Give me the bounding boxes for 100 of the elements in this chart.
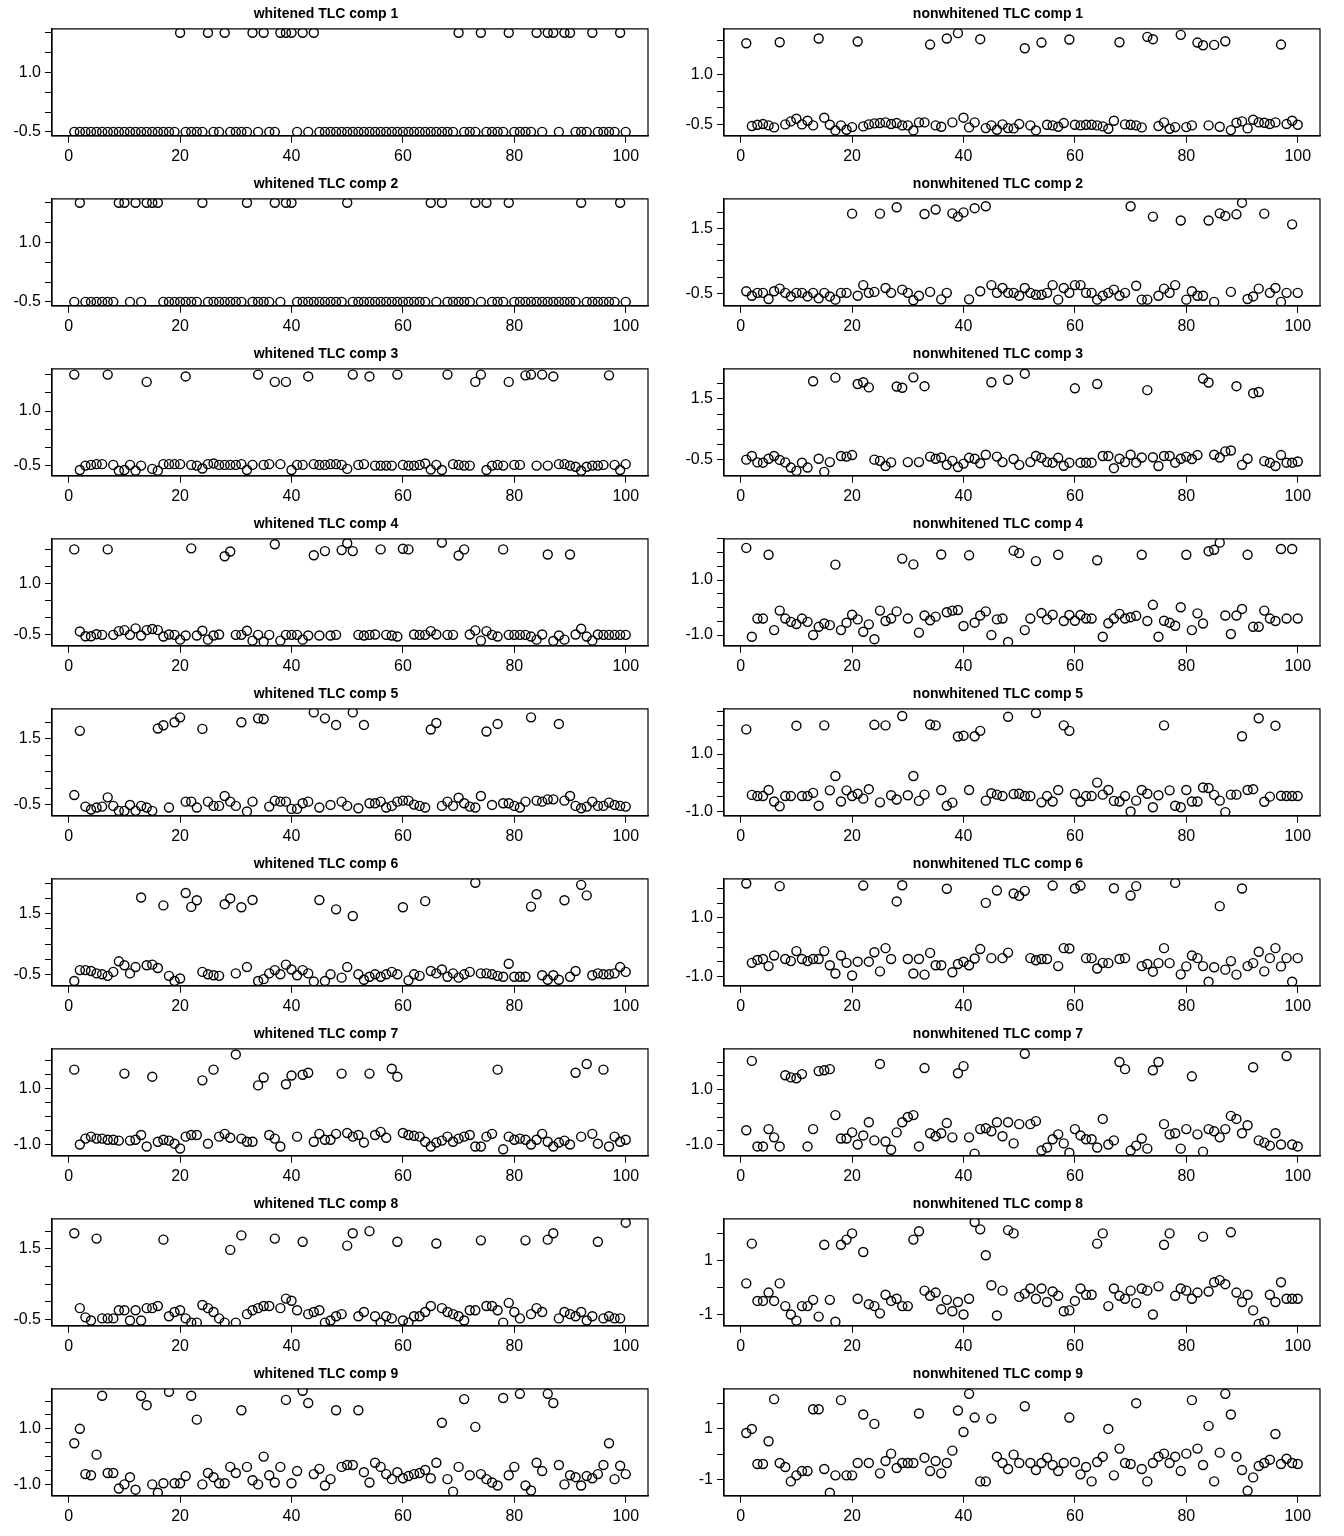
y-tick-label: 1 [704, 1250, 714, 1268]
x-tick-label: 60 [394, 656, 412, 674]
y-tick-label: 1.0 [690, 570, 714, 588]
y-tick-label: 1.0 [18, 401, 42, 419]
x-tick-label: 20 [843, 1506, 862, 1524]
y-tick-label: 1.5 [18, 904, 42, 922]
x-tick-label: 40 [954, 826, 973, 844]
x-tick-label: 60 [1066, 656, 1084, 674]
y-tick-label: -0.5 [685, 115, 714, 133]
y-tick-label: 1.5 [18, 1239, 42, 1257]
y-tick-label: 1.0 [18, 573, 42, 591]
y-tick-label: -1.0 [685, 967, 714, 985]
x-tick-label: 0 [736, 146, 746, 164]
y-tick-label: 1 [704, 1419, 714, 1437]
x-tick-label: 20 [171, 1336, 190, 1354]
x-tick-label: 20 [171, 146, 190, 164]
x-tick-label: 40 [954, 316, 973, 334]
y-tick-label: -0.5 [685, 450, 714, 468]
x-tick-label: 0 [64, 1166, 74, 1184]
x-tick-label: 100 [1284, 1166, 1312, 1184]
chart-title: whitened TLC comp 7 [252, 1025, 399, 1042]
x-tick-label: 80 [505, 1166, 524, 1184]
x-tick-label: 20 [171, 826, 190, 844]
x-tick-label: 100 [612, 1506, 640, 1524]
x-tick-label: 20 [843, 826, 862, 844]
chart-title: nonwhitened TLC comp 6 [912, 855, 1084, 872]
x-tick-label: 0 [736, 1166, 746, 1184]
x-tick-label: 0 [64, 1506, 74, 1524]
x-tick-label: 60 [394, 1506, 412, 1524]
chart-title: nonwhitened TLC comp 3 [912, 345, 1084, 362]
x-tick-label: 80 [1177, 316, 1196, 334]
x-tick-label: 0 [736, 486, 746, 504]
x-tick-label: 60 [1066, 316, 1084, 334]
x-tick-label: 20 [843, 656, 862, 674]
x-tick-label: 40 [282, 826, 301, 844]
chart-title: whitened TLC comp 6 [252, 855, 399, 872]
chart-title: nonwhitened TLC comp 9 [912, 1365, 1084, 1382]
chart-title: whitened TLC comp 3 [252, 345, 399, 362]
x-tick-label: 100 [612, 316, 640, 334]
chart-title: whitened TLC comp 8 [252, 1195, 399, 1212]
y-tick-label: -0.5 [13, 292, 42, 310]
x-tick-label: 80 [1177, 486, 1196, 504]
y-tick-label: -0.5 [13, 795, 42, 813]
x-tick-label: 40 [282, 486, 301, 504]
y-tick-label: -1.0 [685, 625, 714, 643]
x-tick-label: 40 [282, 996, 301, 1014]
chart-title: nonwhitened TLC comp 2 [912, 175, 1084, 192]
x-tick-label: 60 [1066, 1506, 1084, 1524]
y-tick-label: 1.0 [18, 62, 42, 80]
x-tick-label: 20 [171, 316, 190, 334]
x-tick-label: 0 [736, 996, 746, 1014]
x-tick-label: 100 [612, 996, 640, 1014]
x-tick-label: 80 [505, 146, 524, 164]
x-tick-label: 20 [843, 486, 862, 504]
x-tick-label: 40 [282, 1336, 301, 1354]
x-tick-label: 60 [394, 826, 412, 844]
x-tick-label: 80 [505, 1336, 524, 1354]
y-tick-label: 1.0 [690, 908, 714, 926]
x-tick-label: 60 [394, 1336, 412, 1354]
x-tick-label: 0 [736, 1336, 746, 1354]
x-tick-label: 0 [64, 656, 74, 674]
x-tick-label: 80 [1177, 1166, 1196, 1184]
x-tick-label: 60 [1066, 826, 1084, 844]
y-tick-label: 1.0 [18, 232, 42, 250]
x-tick-label: 60 [1066, 486, 1084, 504]
x-tick-label: 100 [612, 656, 640, 674]
x-tick-label: 80 [1177, 146, 1196, 164]
y-tick-label: -0.5 [685, 283, 714, 301]
x-tick-label: 60 [394, 996, 412, 1014]
y-tick-label: -1.0 [685, 801, 714, 819]
x-tick-label: 20 [843, 996, 862, 1014]
x-tick-label: 80 [505, 656, 524, 674]
chart-title: whitened TLC comp 5 [252, 685, 399, 702]
x-tick-label: 40 [282, 316, 301, 334]
x-tick-label: 100 [612, 486, 640, 504]
x-tick-label: 100 [1284, 656, 1312, 674]
x-tick-label: 0 [64, 146, 74, 164]
y-tick-label: -0.5 [13, 1309, 42, 1327]
x-tick-label: 80 [505, 1506, 524, 1524]
x-tick-label: 20 [171, 656, 190, 674]
x-tick-label: 80 [1177, 1506, 1196, 1524]
x-tick-label: 100 [612, 146, 640, 164]
x-tick-label: 100 [1284, 1506, 1312, 1524]
x-tick-label: 80 [1177, 1336, 1196, 1354]
x-tick-label: 20 [171, 1166, 190, 1184]
x-tick-label: 0 [736, 316, 746, 334]
y-tick-label: 1.0 [690, 744, 714, 762]
x-tick-label: 40 [954, 1166, 973, 1184]
chart-title: nonwhitened TLC comp 8 [912, 1195, 1084, 1212]
y-tick-label: -0.5 [13, 456, 42, 474]
x-tick-label: 0 [64, 486, 74, 504]
x-tick-label: 60 [1066, 1336, 1084, 1354]
x-tick-label: 20 [843, 1336, 862, 1354]
y-tick-label: 1.5 [690, 389, 714, 407]
x-tick-label: 100 [612, 1166, 640, 1184]
y-tick-label: 1.5 [690, 218, 714, 236]
x-tick-label: 20 [171, 1506, 190, 1524]
x-tick-label: 80 [505, 316, 524, 334]
x-tick-label: 0 [64, 826, 74, 844]
y-tick-label: -1 [698, 1469, 714, 1487]
